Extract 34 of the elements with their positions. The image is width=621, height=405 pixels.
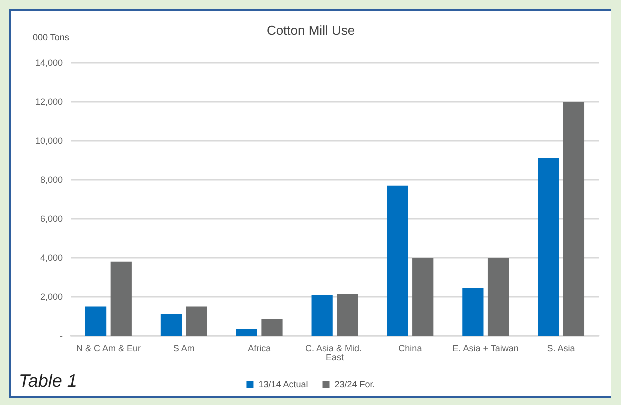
legend-label: 23/24 For. <box>334 380 376 390</box>
y-tick-label: - <box>60 331 63 341</box>
bar <box>538 158 560 336</box>
bar <box>412 258 434 336</box>
y-tick-label: 12,000 <box>35 97 63 107</box>
y-tick-label: 6,000 <box>40 214 63 224</box>
bar <box>85 306 107 336</box>
bar <box>236 329 258 336</box>
bar <box>186 306 208 336</box>
bar <box>160 314 182 336</box>
y-axis-title: 000 Tons <box>33 32 70 42</box>
y-tick-label: 10,000 <box>35 136 63 146</box>
legend-label: 13/14 Actual <box>258 380 308 390</box>
y-tick-label: 2,000 <box>40 292 63 302</box>
caption: Table 1 <box>19 371 78 392</box>
bar <box>337 294 358 336</box>
x-tick-label: N & C Am & Eur <box>76 344 141 354</box>
bar <box>488 258 510 336</box>
x-tick-label: C. Asia & Mid. East <box>305 344 365 362</box>
bar <box>262 319 283 336</box>
bar <box>462 288 484 336</box>
bar <box>387 186 408 336</box>
x-tick-label: S. Asia <box>547 344 576 354</box>
x-tick-label: Africa <box>248 344 272 354</box>
bar <box>563 102 585 336</box>
bar <box>110 262 132 336</box>
x-tick-label: E. Asia + Taiwan <box>452 344 519 354</box>
y-tick-label: 4,000 <box>40 253 63 263</box>
x-tick-label: S Am <box>173 344 195 354</box>
chart-title: Cotton Mill Use <box>266 23 356 38</box>
y-tick-label: 8,000 <box>40 175 63 185</box>
bar <box>312 295 333 336</box>
x-tick-label: China <box>398 344 422 354</box>
y-tick-label: 14,000 <box>35 58 63 68</box>
